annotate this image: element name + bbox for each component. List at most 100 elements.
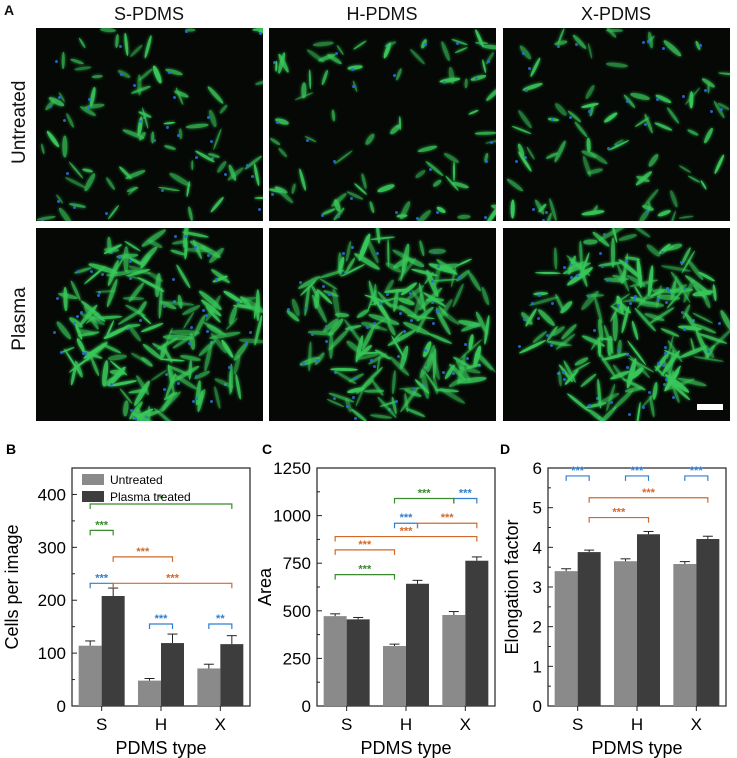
bar [465, 560, 489, 706]
x-axis-label: PDMS type [591, 738, 682, 758]
y-tick-label: 4 [533, 538, 542, 557]
x-tick-label: S [341, 715, 352, 734]
significance-stars: ** [216, 613, 225, 625]
row-label-plasma: Plasma [9, 287, 30, 351]
y-tick-label: 1000 [273, 507, 311, 526]
y-tick-label: 250 [283, 649, 311, 668]
micrograph-x-pdms-plasma [503, 228, 730, 421]
x-tick-label: S [96, 715, 107, 734]
significance-bracket [334, 574, 396, 580]
scale-bar [697, 404, 723, 410]
bar [577, 552, 601, 706]
y-tick-label: 1 [533, 657, 542, 676]
legend-label: Untreated [110, 473, 163, 487]
bar [346, 619, 370, 706]
column-label-s-pdms: S-PDMS [113, 4, 184, 24]
x-tick-label: H [631, 715, 643, 734]
significance-stars: *** [136, 546, 150, 558]
x-tick-label: H [155, 715, 167, 734]
significance-bracket [334, 549, 396, 555]
micrograph-s-pdms-untreated [36, 28, 263, 221]
significance-stars: *** [418, 487, 432, 499]
significance-bracket [588, 497, 709, 503]
y-tick-label: 6 [533, 459, 542, 478]
significance-bracket [148, 623, 174, 630]
bar [138, 680, 161, 706]
significance-stars: *** [612, 507, 626, 519]
significance-bracket [588, 516, 650, 523]
y-axis-label: Area [255, 567, 275, 606]
bar [406, 583, 429, 706]
bar [197, 668, 221, 706]
bar [220, 644, 244, 706]
bar [637, 534, 660, 706]
significance-stars: *** [400, 512, 414, 524]
bar [442, 614, 466, 706]
x-tick-label: X [215, 715, 226, 734]
micrograph-s-pdms-plasma [36, 228, 263, 421]
y-tick-label: 2 [533, 618, 542, 637]
significance-bracket [112, 556, 174, 562]
panel-letter-c: C [262, 441, 272, 457]
bar [101, 595, 125, 706]
bar [554, 571, 578, 706]
y-tick-label: 750 [283, 554, 311, 573]
column-label-x-pdms: X-PDMS [580, 4, 651, 24]
x-tick-label: H [400, 715, 412, 734]
bar [161, 643, 184, 706]
significance-bracket [624, 475, 650, 481]
micrograph-x-pdms-untreated [503, 28, 730, 221]
bar [673, 563, 697, 706]
bar [78, 645, 102, 706]
significance-stars: *** [642, 487, 656, 499]
significance-bracket [416, 522, 478, 529]
significance-stars: *** [155, 613, 169, 625]
y-tick-label: 1250 [273, 459, 311, 478]
panel-a-letter: A [4, 2, 15, 18]
column-label-h-pdms: H-PDMS [346, 4, 418, 24]
significance-stars: *** [95, 519, 109, 531]
x-tick-label: X [691, 715, 702, 734]
micrograph-h-pdms-untreated [269, 28, 496, 221]
significance-bracket [565, 475, 590, 481]
bar [323, 616, 347, 706]
y-tick-label: 5 [533, 499, 542, 518]
significance-stars: *** [690, 465, 704, 477]
significance-stars: *** [95, 572, 109, 584]
bar [696, 539, 720, 706]
x-axis-label: PDMS type [115, 738, 206, 758]
panel-letter-b: B [6, 441, 16, 457]
significance-stars: *** [631, 465, 645, 477]
bar [383, 646, 406, 706]
y-tick-label: 0 [57, 697, 66, 716]
x-axis-label: PDMS type [360, 738, 451, 758]
x-tick-label: S [572, 715, 583, 734]
legend-swatch [82, 474, 104, 485]
significance-stars: *** [441, 512, 455, 524]
y-axis-label: Elongation factor [502, 519, 522, 654]
y-tick-label: 0 [302, 697, 311, 716]
significance-bracket [89, 503, 233, 509]
significance-bracket [684, 475, 709, 481]
significance-stars: *** [459, 487, 473, 499]
legend-swatch [82, 491, 104, 502]
significance-stars: *** [571, 465, 585, 477]
significance-bracket [112, 582, 233, 589]
x-tick-label: X [460, 715, 471, 734]
y-tick-label: 100 [38, 644, 66, 663]
y-tick-label: 400 [38, 485, 66, 504]
y-tick-label: 300 [38, 538, 66, 557]
y-tick-label: 200 [38, 591, 66, 610]
y-tick-label: 0 [533, 697, 542, 716]
significance-stars: *** [358, 539, 372, 551]
significance-bracket [334, 535, 478, 542]
legend-label: Plasma treated [110, 490, 191, 504]
micrograph-h-pdms-plasma [269, 228, 496, 421]
y-axis-label: Cells per image [2, 524, 22, 649]
y-tick-label: 500 [283, 602, 311, 621]
significance-stars: *** [166, 572, 180, 584]
y-tick-label: 3 [533, 578, 542, 597]
row-label-untreated: Untreated [9, 80, 30, 164]
significance-bracket [208, 623, 233, 630]
